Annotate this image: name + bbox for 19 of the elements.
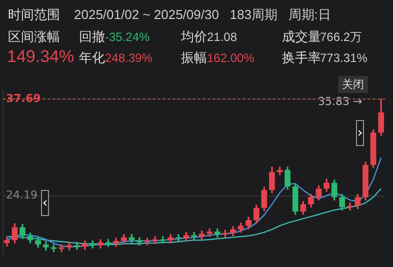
text: 248.39% xyxy=(105,51,152,65)
text: 149.34% xyxy=(7,47,74,66)
text: 成交量 xyxy=(282,29,321,44)
text: -35.24% xyxy=(105,30,150,44)
text: 回撤 xyxy=(79,29,105,44)
annotation: 关闭 xyxy=(338,76,368,93)
text: 773.31% xyxy=(320,51,368,65)
text: 766.2万 xyxy=(320,30,362,44)
text: 振幅 xyxy=(181,50,207,65)
text: 区间涨幅 xyxy=(8,29,60,44)
text: 162.00% xyxy=(207,51,254,65)
text: 均价 xyxy=(181,29,207,44)
chart-title: 时间范围 xyxy=(8,7,60,22)
chart-subtitle: 2025/01/02 ~ 2025/09/30 183周期 周期:日 xyxy=(74,7,331,22)
text: 21.08 xyxy=(207,30,238,44)
y-tick-label: 37.69 xyxy=(6,92,41,105)
y-tick-label: 24.19 xyxy=(6,188,38,202)
text: 年化 xyxy=(79,50,105,65)
text: 换手率 xyxy=(282,50,321,65)
